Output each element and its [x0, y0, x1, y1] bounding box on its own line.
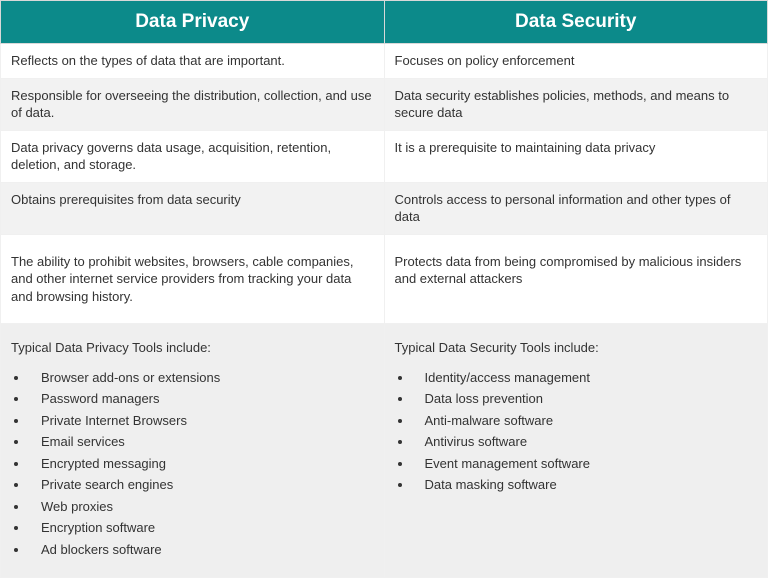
list-item: Private Internet Browsers: [29, 411, 374, 431]
list-item: Antivirus software: [413, 432, 758, 452]
list-item: Anti-malware software: [413, 411, 758, 431]
cell-privacy: Data privacy governs data usage, acquisi…: [1, 130, 385, 182]
cell-security: Protects data from being compromised by …: [384, 234, 768, 324]
list-item: Encryption software: [29, 518, 374, 538]
table-row: Reflects on the types of data that are i…: [1, 44, 768, 79]
table-row: Responsible for overseeing the distribut…: [1, 78, 768, 130]
list-item: Encrypted messaging: [29, 454, 374, 474]
cell-privacy: Responsible for overseeing the distribut…: [1, 78, 385, 130]
tools-privacy-cell: Typical Data Privacy Tools include: Brow…: [1, 324, 385, 578]
list-item: Private search engines: [29, 475, 374, 495]
list-item: Identity/access management: [413, 368, 758, 388]
table-row: The ability to prohibit websites, browse…: [1, 234, 768, 324]
cell-privacy: Reflects on the types of data that are i…: [1, 44, 385, 79]
cell-privacy: The ability to prohibit websites, browse…: [1, 234, 385, 324]
tools-privacy-list: Browser add-ons or extensions Password m…: [11, 368, 374, 560]
cell-security: Data security establishes policies, meth…: [384, 78, 768, 130]
list-item: Web proxies: [29, 497, 374, 517]
header-privacy: Data Privacy: [1, 1, 385, 44]
tools-security-cell: Typical Data Security Tools include: Ide…: [384, 324, 768, 578]
cell-security: Focuses on policy enforcement: [384, 44, 768, 79]
tools-security-title: Typical Data Security Tools include:: [395, 338, 758, 358]
list-item: Password managers: [29, 389, 374, 409]
tools-row: Typical Data Privacy Tools include: Brow…: [1, 324, 768, 578]
list-item: Browser add-ons or extensions: [29, 368, 374, 388]
table-header-row: Data Privacy Data Security: [1, 1, 768, 44]
list-item: Data loss prevention: [413, 389, 758, 409]
header-security: Data Security: [384, 1, 768, 44]
list-item: Event management software: [413, 454, 758, 474]
cell-security: Controls access to personal information …: [384, 182, 768, 234]
tools-security-list: Identity/access management Data loss pre…: [395, 368, 758, 495]
comparison-table: Data Privacy Data Security Reflects on t…: [0, 0, 768, 578]
table-row: Obtains prerequisites from data security…: [1, 182, 768, 234]
tools-privacy-title: Typical Data Privacy Tools include:: [11, 338, 374, 358]
list-item: Email services: [29, 432, 374, 452]
list-item: Ad blockers software: [29, 540, 374, 560]
cell-security: It is a prerequisite to maintaining data…: [384, 130, 768, 182]
list-item: Data masking software: [413, 475, 758, 495]
cell-privacy: Obtains prerequisites from data security: [1, 182, 385, 234]
table-row: Data privacy governs data usage, acquisi…: [1, 130, 768, 182]
